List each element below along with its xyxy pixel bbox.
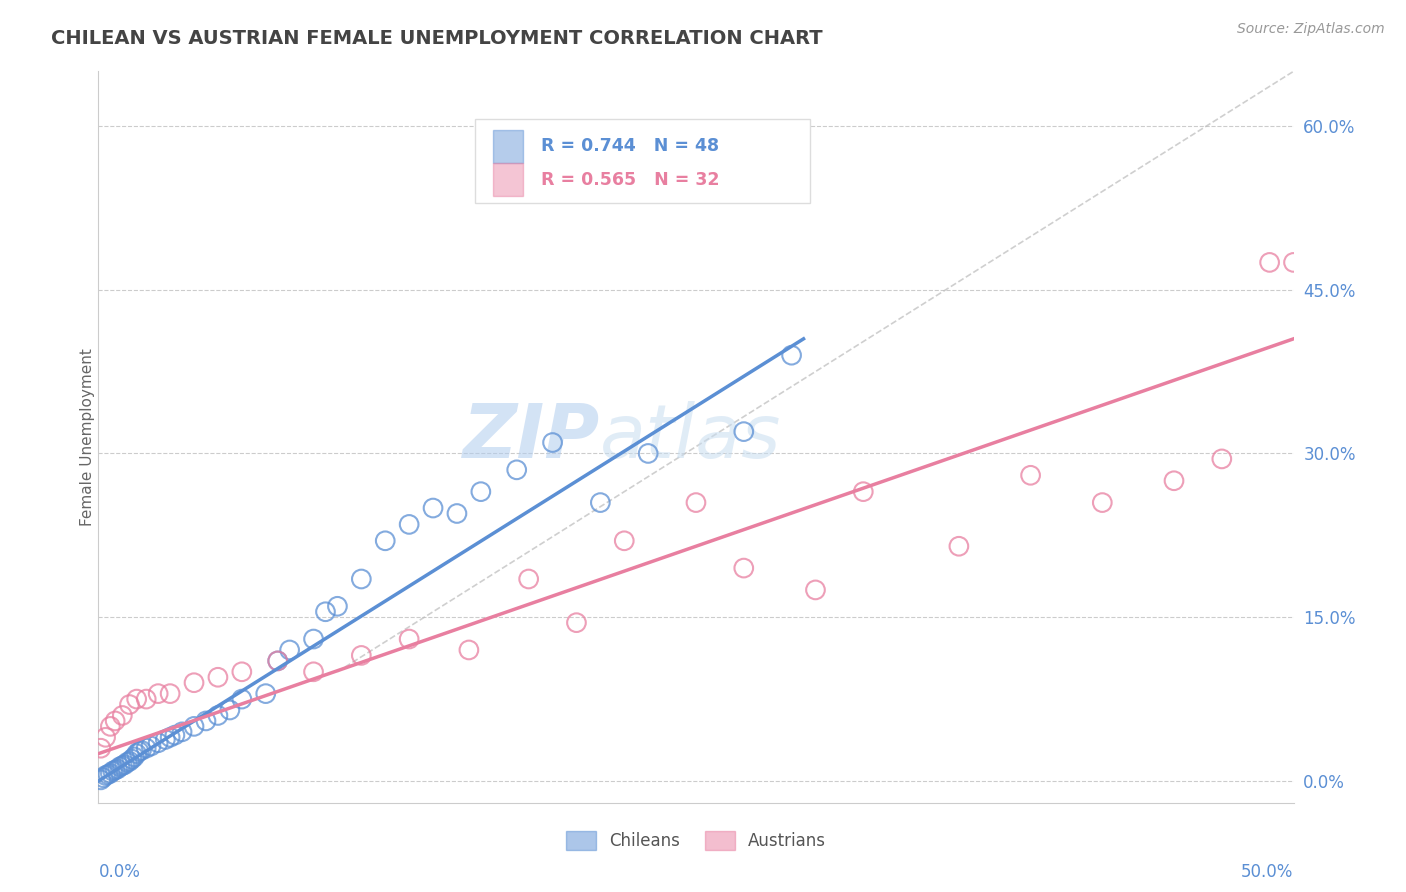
Point: [94, 731, 117, 745]
Point: [104, 714, 127, 728]
Point: [90, 772, 112, 787]
Point: [458, 643, 481, 657]
Legend: Chileans, Austrians: Chileans, Austrians: [560, 824, 832, 856]
Point: [97, 767, 120, 781]
Point: [517, 572, 540, 586]
Point: [302, 665, 325, 679]
Point: [326, 599, 349, 614]
Point: [267, 654, 290, 668]
Point: [163, 728, 186, 742]
Point: [637, 446, 659, 460]
Point: [1211, 451, 1233, 466]
Y-axis label: Female Unemployment: Female Unemployment: [80, 348, 94, 526]
Point: [231, 665, 253, 679]
Point: [733, 425, 755, 439]
Point: [207, 708, 229, 723]
Point: [613, 533, 636, 548]
Point: [506, 463, 529, 477]
Point: [114, 757, 136, 772]
Point: [155, 732, 177, 747]
Point: [589, 495, 612, 509]
Point: [98, 719, 122, 733]
Bar: [494, 162, 523, 195]
Point: [139, 739, 162, 753]
Text: 0.0%: 0.0%: [98, 863, 141, 880]
Point: [101, 764, 124, 779]
Point: [948, 539, 970, 553]
Text: R = 0.565   N = 32: R = 0.565 N = 32: [541, 170, 718, 188]
Point: [231, 692, 253, 706]
Point: [733, 561, 755, 575]
Point: [541, 435, 564, 450]
Text: R = 0.744   N = 48: R = 0.744 N = 48: [541, 137, 718, 155]
Point: [350, 648, 373, 663]
Point: [108, 760, 131, 774]
Point: [125, 692, 148, 706]
Point: [159, 687, 181, 701]
Point: [90, 741, 112, 756]
Point: [1258, 255, 1281, 269]
Point: [780, 348, 803, 362]
Point: [1091, 495, 1114, 509]
Point: [148, 736, 170, 750]
Point: [302, 632, 325, 646]
Point: [111, 708, 134, 723]
Point: [398, 517, 420, 532]
Point: [125, 747, 148, 761]
Point: [195, 714, 218, 728]
Point: [172, 724, 194, 739]
Point: [804, 582, 827, 597]
Text: atlas: atlas: [600, 401, 782, 473]
Point: [131, 743, 153, 757]
Point: [350, 572, 373, 586]
Point: [422, 501, 444, 516]
Text: 50.0%: 50.0%: [1241, 863, 1294, 880]
Point: [124, 750, 146, 764]
Point: [446, 507, 468, 521]
Point: [98, 766, 122, 780]
Point: [267, 654, 290, 668]
Point: [148, 687, 170, 701]
Point: [111, 758, 134, 772]
Point: [1282, 255, 1305, 269]
Point: [104, 763, 127, 777]
Point: [118, 698, 141, 712]
Point: [374, 533, 396, 548]
Point: [118, 754, 141, 768]
Text: ZIP: ZIP: [463, 401, 600, 474]
Point: [128, 744, 150, 758]
Bar: [494, 130, 523, 162]
FancyBboxPatch shape: [475, 119, 810, 203]
Point: [470, 484, 492, 499]
Point: [1019, 468, 1042, 483]
Point: [183, 719, 205, 733]
Point: [135, 692, 157, 706]
Point: [565, 615, 588, 630]
Point: [685, 495, 707, 509]
Point: [852, 484, 875, 499]
Point: [315, 605, 337, 619]
Point: [278, 643, 301, 657]
Point: [398, 632, 420, 646]
Point: [107, 762, 129, 776]
Point: [115, 756, 138, 770]
Text: CHILEAN VS AUSTRIAN FEMALE UNEMPLOYMENT CORRELATION CHART: CHILEAN VS AUSTRIAN FEMALE UNEMPLOYMENT …: [51, 29, 823, 47]
Point: [183, 675, 205, 690]
Point: [121, 752, 143, 766]
Point: [207, 670, 229, 684]
Point: [159, 731, 181, 745]
Point: [254, 687, 277, 701]
Text: Source: ZipAtlas.com: Source: ZipAtlas.com: [1237, 22, 1385, 37]
Point: [94, 768, 117, 782]
Point: [135, 741, 157, 756]
Point: [91, 771, 114, 785]
Point: [1163, 474, 1185, 488]
Point: [219, 703, 242, 717]
